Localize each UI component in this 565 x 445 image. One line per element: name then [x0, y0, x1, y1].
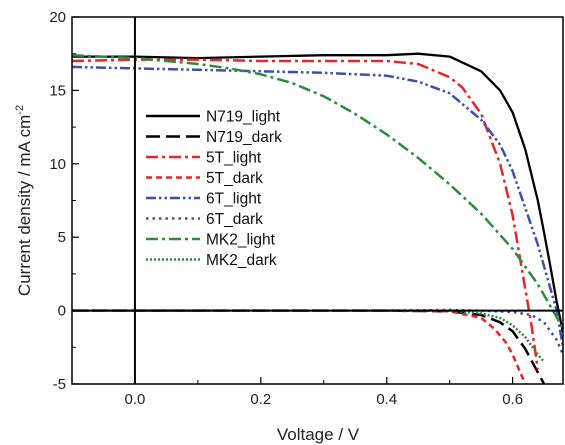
legend-label: MK2_light: [206, 232, 276, 249]
y-tick-label: 15: [49, 82, 66, 99]
series-line-mk2-dark: [72, 309, 546, 363]
legend-label: 5T_dark: [206, 170, 263, 187]
legend-label: 6T_light: [206, 191, 262, 208]
y-tick-label: 20: [49, 9, 66, 26]
y-axis-label-main: Current density / mA cm: [15, 115, 34, 296]
series-line-6t-light: [72, 65, 563, 348]
y-tick-label: -5: [53, 376, 66, 393]
legend-label: MK2_dark: [206, 252, 277, 269]
series-line-n719-dark: [72, 309, 546, 384]
x-tick-label: 0.6: [502, 391, 523, 408]
legend-label: N719_light: [206, 109, 281, 126]
legend-label: N719_dark: [206, 129, 282, 146]
legend: N719_light N719_dark 5T_light 5T_dark 6T_lig…: [146, 109, 282, 269]
x-tick-label: 0.4: [376, 391, 397, 408]
series-line-n719-light: [72, 52, 563, 333]
y-tick-label: 5: [58, 229, 66, 246]
y-axis-label: Current density / mA cm-2: [14, 105, 34, 296]
series-line-5t-light: [72, 58, 540, 370]
axes-layer: -5 0 5 10 15 20 0.0 0.2 0.4 0.6: [49, 9, 564, 408]
series-line-5t-dark: [72, 309, 527, 384]
y-tick-label: 0: [58, 303, 66, 320]
legend-label: 6T_dark: [206, 211, 263, 228]
axis-labels: Voltage / V Current density / mA cm-2: [14, 105, 360, 444]
x-axis-label: Voltage / V: [277, 425, 360, 444]
x-tick-label: 0.2: [250, 391, 271, 408]
y-tick-label: 10: [49, 156, 66, 173]
series-line-mk2-light: [72, 53, 563, 329]
legend-label: 5T_light: [206, 150, 262, 167]
series-layer: [72, 52, 563, 384]
x-tick-label: 0.0: [125, 391, 146, 408]
y-axis-label-sup: -2: [14, 105, 26, 115]
